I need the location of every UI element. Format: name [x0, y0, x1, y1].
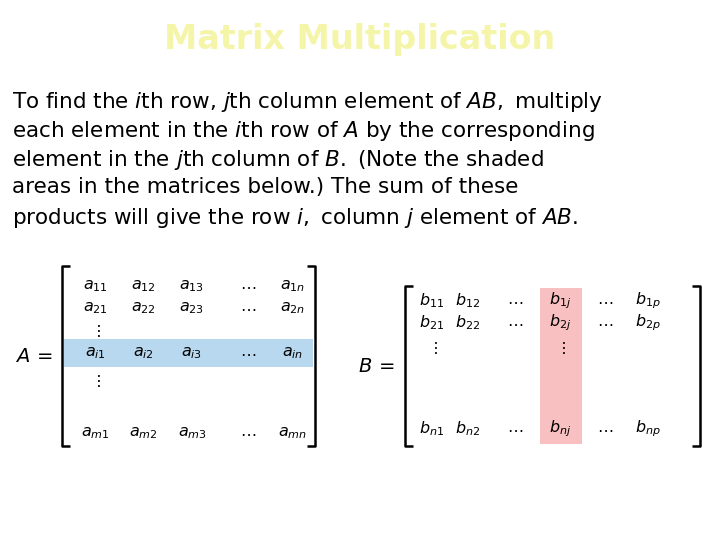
Text: 27: 27 — [681, 514, 698, 528]
Text: PEARSON: PEARSON — [529, 512, 623, 529]
Text: ALWAYS LEARNING: ALWAYS LEARNING — [14, 516, 100, 525]
Text: $a_{i1}$: $a_{i1}$ — [84, 345, 105, 361]
Text: $b_{22}$: $b_{22}$ — [455, 314, 481, 333]
Text: $b_{1p}$: $b_{1p}$ — [635, 291, 661, 312]
Text: $b_{12}$: $b_{12}$ — [455, 292, 481, 310]
Text: $\vdots$: $\vdots$ — [89, 323, 100, 339]
Bar — [64, 339, 313, 367]
Text: $\cdots$: $\cdots$ — [507, 294, 523, 309]
Text: $a_{11}$: $a_{11}$ — [83, 278, 107, 294]
Text: $\cdots$: $\cdots$ — [240, 346, 256, 361]
Text: $b_{n2}$: $b_{n2}$ — [455, 420, 481, 438]
Text: $a_{22}$: $a_{22}$ — [130, 300, 156, 316]
Text: areas in the matrices below.) The sum of these: areas in the matrices below.) The sum of… — [12, 177, 518, 197]
Text: $a_{i2}$: $a_{i2}$ — [132, 345, 153, 361]
Text: $b_{np}$: $b_{np}$ — [635, 419, 661, 440]
Text: $A\,=$: $A\,=$ — [15, 347, 53, 366]
Text: $a_{2n}$: $a_{2n}$ — [280, 300, 305, 316]
Text: products will give the row $\mathit{i},$ column $\mathit{j}$ element of $\mathit: products will give the row $\mathit{i},$… — [12, 206, 578, 230]
Text: $a_{m3}$: $a_{m3}$ — [178, 426, 207, 441]
Text: $b_{n1}$: $b_{n1}$ — [419, 420, 445, 438]
Text: $\cdots$: $\cdots$ — [597, 315, 613, 330]
Text: To find the $\mathit{i}$th row, $\mathit{j}$th column element of $\mathit{AB},$ : To find the $\mathit{i}$th row, $\mathit… — [12, 90, 603, 114]
Text: Copyright © 2013, 2009, 2005 Pearson Education, Inc.: Copyright © 2013, 2009, 2005 Pearson Edu… — [189, 516, 474, 525]
Text: $\cdots$: $\cdots$ — [597, 422, 613, 437]
Text: element in the $\mathit{j}$th column of $\mathit{B}.$ (Note the shaded: element in the $\mathit{j}$th column of … — [12, 148, 544, 172]
Text: each element in the $\mathit{i}$th row of $\mathit{A}$ by the corresponding: each element in the $\mathit{i}$th row o… — [12, 119, 595, 143]
Text: $B\,=$: $B\,=$ — [358, 356, 395, 376]
Text: $b_{2p}$: $b_{2p}$ — [635, 313, 661, 333]
Text: $b_{21}$: $b_{21}$ — [419, 314, 445, 333]
Text: $a_{12}$: $a_{12}$ — [130, 278, 156, 294]
Text: $\cdots$: $\cdots$ — [507, 315, 523, 330]
Text: $\vdots$: $\vdots$ — [427, 340, 437, 356]
Text: $a_{in}$: $a_{in}$ — [282, 345, 304, 361]
Text: $a_{m1}$: $a_{m1}$ — [81, 426, 109, 441]
Text: $\cdots$: $\cdots$ — [240, 279, 256, 294]
Text: $b_{1j}$: $b_{1j}$ — [549, 291, 571, 312]
Text: $\cdots$: $\cdots$ — [240, 301, 256, 315]
Text: $a_{m2}$: $a_{m2}$ — [129, 426, 158, 441]
Text: $b_{nj}$: $b_{nj}$ — [549, 419, 571, 440]
Text: $\cdots$: $\cdots$ — [240, 426, 256, 441]
Text: $b_{2j}$: $b_{2j}$ — [549, 313, 571, 333]
Text: $a_{mn}$: $a_{mn}$ — [279, 426, 307, 441]
Text: $a_{21}$: $a_{21}$ — [83, 300, 107, 316]
Text: $b_{11}$: $b_{11}$ — [419, 292, 445, 310]
Bar — [540, 288, 582, 444]
Text: $a_{i3}$: $a_{i3}$ — [181, 345, 202, 361]
Text: $\vdots$: $\vdots$ — [554, 340, 565, 356]
Text: $a_{13}$: $a_{13}$ — [179, 278, 204, 294]
Text: Matrix Multiplication: Matrix Multiplication — [164, 23, 556, 57]
Text: $a_{23}$: $a_{23}$ — [179, 300, 204, 316]
Text: $\cdots$: $\cdots$ — [507, 422, 523, 437]
Text: $\vdots$: $\vdots$ — [89, 373, 100, 389]
Text: $a_{1n}$: $a_{1n}$ — [280, 278, 305, 294]
Text: $\cdots$: $\cdots$ — [597, 294, 613, 309]
